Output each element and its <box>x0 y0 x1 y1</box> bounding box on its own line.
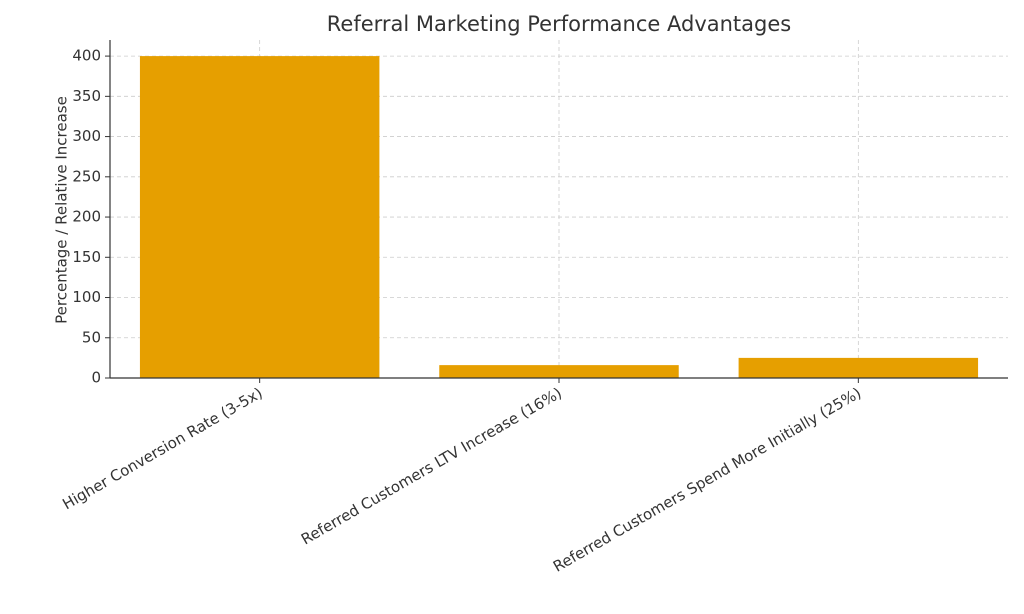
y-tick-label: 350 <box>72 87 101 105</box>
bars <box>139 56 979 378</box>
y-tick-label: 150 <box>72 248 101 266</box>
y-tick-label: 0 <box>91 369 101 387</box>
y-tick-label: 200 <box>72 208 101 226</box>
x-tick-label: Referred Customers LTV Increase (16%) <box>298 384 565 549</box>
x-tick-label: Referred Customers Spend More Initially … <box>550 384 864 576</box>
bar <box>738 357 979 378</box>
y-tick-label: 250 <box>72 167 101 185</box>
y-tick-label: 100 <box>72 288 101 306</box>
y-tick-label: 50 <box>82 328 101 346</box>
bar <box>439 365 679 378</box>
y-axis-label: Percentage / Relative Increase <box>53 96 71 324</box>
y-tick-label: 300 <box>72 127 101 145</box>
x-tick-label: Higher Conversion Rate (3-5x) <box>59 384 265 513</box>
chart-title: Referral Marketing Performance Advantage… <box>327 12 791 36</box>
bar <box>139 56 380 378</box>
y-tick-label: 400 <box>72 47 101 65</box>
